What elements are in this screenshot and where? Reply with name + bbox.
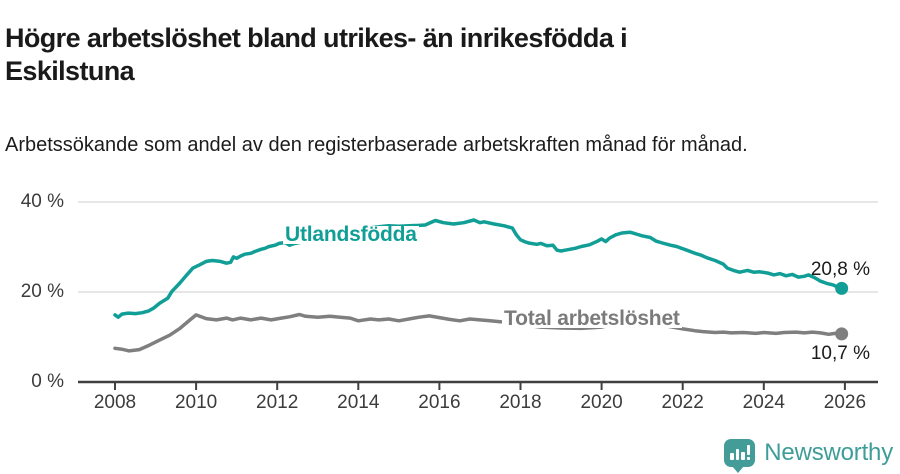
x-tick-label: 2024 [742,392,785,413]
y-tick-label: 40 % [20,191,64,212]
page-title: Högre arbetslöshet bland utrikes- än inr… [5,23,628,87]
line-total-arbetsloshet [113,312,844,353]
x-tick-label: 2020 [580,392,623,413]
bar-chart-speech-bubble-icon [724,439,756,473]
y-tick-label: 20 % [20,281,64,302]
end-dot-total-arbetsloshet [835,327,849,341]
y-tick-label: 0 % [31,371,64,392]
page-subtitle: Arbetssökande som andel av den registerb… [5,134,748,156]
x-tick-label: 2014 [337,392,380,413]
brand-name: Newsworthy [764,439,893,466]
x-tick-label: 2022 [661,392,704,413]
series-label-utlandsfodda: Utlandsfödda [283,223,419,246]
line-utlandsfodda [113,218,844,319]
x-tick-label: 2018 [499,392,542,413]
x-tick-label: 2012 [256,392,299,413]
x-tick-label: 2016 [418,392,461,413]
newsworthy-logo: Newsworthy [724,437,893,473]
series-label-total-arbetsloshet: Total arbetslöshet [502,307,682,330]
x-tick-label: 2008 [93,392,137,413]
x-tick-label: 2010 [174,392,218,413]
x-tick-label: 2026 [823,392,867,413]
end-dot-utlandsfodda [835,281,849,295]
end-value-total-arbetsloshet: 10,7 % [810,343,870,364]
end-value-utlandsfodda: 20,8 % [810,259,870,280]
